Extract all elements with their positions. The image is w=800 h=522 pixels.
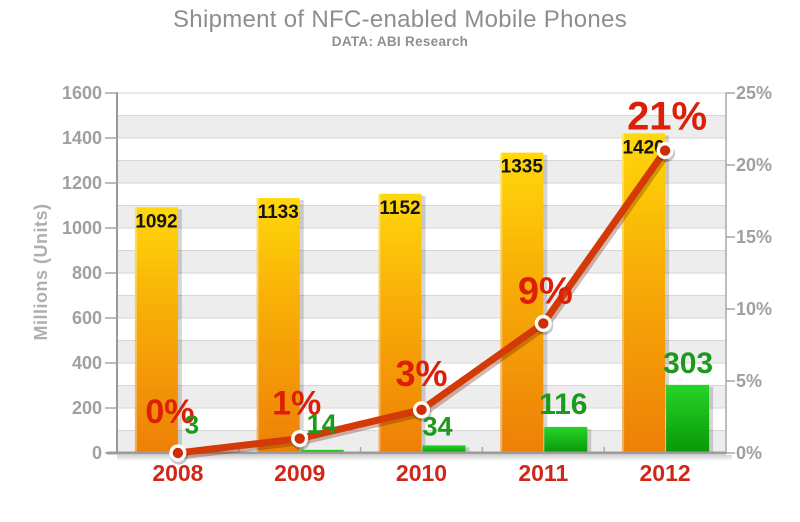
left-tick-label: 1000 — [62, 218, 102, 238]
chart-title: Shipment of NFC-enabled Mobile Phones — [172, 6, 627, 33]
green-bar — [666, 384, 710, 453]
orange-bar — [500, 152, 544, 453]
left-tick-label: 600 — [72, 308, 102, 328]
line-marker — [538, 318, 549, 329]
orange-bar-highlight — [134, 207, 137, 453]
left-tick-label: 1200 — [62, 173, 102, 193]
orange-bar-highlight — [378, 193, 381, 454]
orange-bar-highlight — [256, 198, 259, 453]
chart-generated-layer: 0 200 400 600 800 1000 1200 1400 1600 0% 5% 10% 15% 2… — [62, 83, 772, 486]
orange-bar-highlight — [622, 133, 625, 453]
percent-label: 9% — [518, 270, 573, 312]
left-tick-label: 200 — [72, 398, 102, 418]
green-bar — [300, 449, 344, 453]
chart-subtitle: DATA: ABI Research — [331, 34, 469, 49]
orange-bar-value: 1420 — [622, 138, 664, 159]
line-marker — [416, 404, 427, 415]
right-tick-label: 20% — [736, 155, 772, 175]
year-label: 2012 — [640, 460, 691, 486]
orange-bar — [256, 198, 300, 453]
line-marker — [659, 145, 671, 156]
left-tick-label: 1400 — [62, 128, 102, 148]
year-label: 2010 — [396, 460, 447, 486]
orange-bar — [134, 207, 178, 453]
green-bar-value: 14 — [307, 409, 337, 439]
right-tick-label: 25% — [736, 83, 772, 103]
left-axis-title: Millions (Units) — [31, 204, 51, 341]
left-tick-label: 400 — [72, 353, 102, 373]
green-bar — [544, 426, 588, 453]
right-tick-label: 15% — [736, 227, 772, 247]
grid-band — [117, 115, 726, 138]
green-bar-value: 34 — [422, 411, 452, 441]
grid-band — [117, 160, 726, 183]
year-label: 2011 — [518, 460, 568, 486]
right-tick-label: 10% — [736, 299, 772, 319]
line-marker — [172, 447, 184, 459]
percent-label: 21% — [627, 95, 707, 139]
percent-label: 0% — [145, 393, 194, 431]
orange-bar-highlight — [500, 152, 503, 453]
right-tick-label: 0% — [736, 443, 762, 463]
orange-bar-value: 1092 — [135, 211, 177, 232]
percent-label: 3% — [395, 353, 447, 394]
left-tick-label: 1600 — [62, 83, 102, 103]
baseline-shadow — [117, 455, 732, 461]
orange-bar-value: 1335 — [501, 157, 544, 178]
green-bar-value: 116 — [539, 388, 587, 421]
left-tick-label: 0 — [92, 443, 102, 463]
orange-bar-value: 1152 — [379, 198, 420, 219]
percent-label: 1% — [272, 385, 321, 423]
green-bar-value: 303 — [663, 347, 713, 380]
green-bar — [422, 445, 466, 453]
green-bar-value: 3 — [185, 409, 199, 439]
year-label: 2009 — [274, 460, 325, 486]
orange-bar-value: 1133 — [258, 202, 299, 223]
line-marker — [294, 433, 305, 444]
left-tick-label: 800 — [72, 263, 102, 283]
year-label: 2008 — [152, 460, 203, 486]
right-tick-label: 5% — [736, 371, 762, 391]
